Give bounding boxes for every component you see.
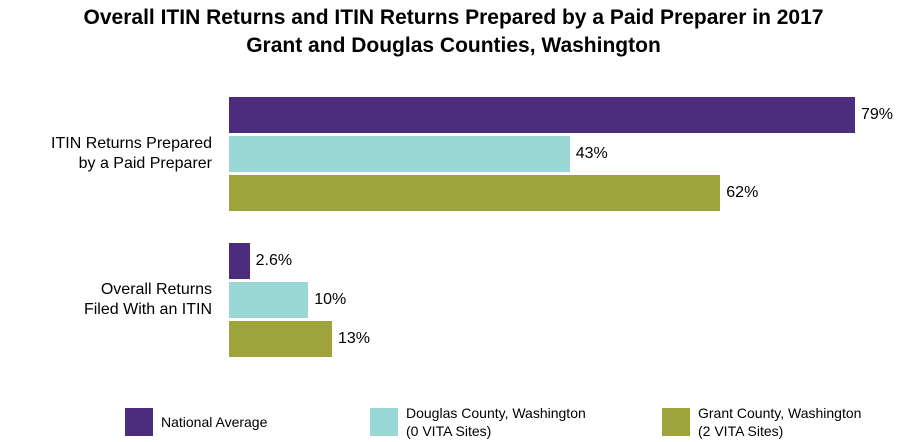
chart-title: Overall ITIN Returns and ITIN Returns Pr… (83, 6, 824, 29)
value-label: 79% (861, 106, 894, 123)
category-label: ITIN Returns Prepared by a Paid Preparer (51, 135, 212, 172)
legend-swatch (125, 408, 153, 436)
value-label: 10% (314, 291, 347, 308)
value-label: 2.6% (255, 252, 293, 269)
value-label: 13% (338, 330, 371, 347)
legend-label: Douglas County, Washington (0 VITA Sites… (406, 405, 586, 439)
legend-label: Grant County, Washington (2 VITA Sites) (698, 405, 862, 439)
bar (229, 136, 570, 172)
category-label: Overall Returns Filed With an ITIN (83, 281, 212, 318)
value-label: 62% (726, 184, 759, 201)
bar (229, 175, 721, 211)
legend-swatch (662, 408, 690, 436)
bar (229, 321, 332, 357)
bar (229, 97, 855, 133)
value-label: 43% (575, 145, 608, 162)
legend-swatch (370, 408, 398, 436)
bar (229, 282, 309, 318)
chart-subtitle: Grant and Douglas Counties, Washington (246, 34, 661, 57)
bar (229, 243, 250, 279)
legend-label: National Average (161, 414, 268, 430)
